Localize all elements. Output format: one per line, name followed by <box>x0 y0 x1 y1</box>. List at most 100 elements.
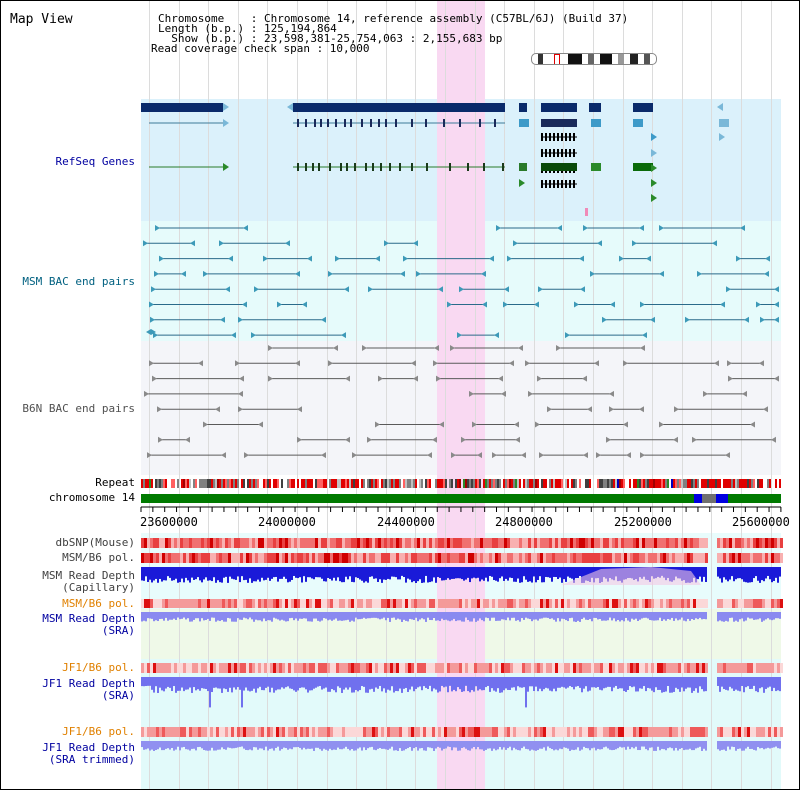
depth-bar <box>499 612 501 621</box>
heat-cell <box>537 599 540 608</box>
depth-bar <box>327 612 329 621</box>
depth-bar <box>325 677 327 688</box>
heat-cell <box>216 538 219 548</box>
repeat-element <box>615 479 617 488</box>
depth-bar <box>749 612 751 619</box>
depth-bar <box>183 567 185 583</box>
repeat-element <box>611 479 613 488</box>
heat-cell <box>186 599 189 608</box>
heat-cell <box>591 553 594 563</box>
depth-bar <box>527 567 529 582</box>
depth-bar <box>595 741 597 751</box>
depth-bar <box>399 677 401 689</box>
bac-end-arrow <box>736 255 741 262</box>
heat-cell <box>477 727 480 737</box>
repeat-element <box>609 479 611 488</box>
heat-cell <box>531 538 534 548</box>
heat-cell <box>216 553 219 563</box>
heat-cell <box>408 538 411 548</box>
depth-bar <box>219 677 221 689</box>
repeat-element <box>741 479 743 488</box>
depth-bar <box>397 612 399 619</box>
depth-bar <box>217 612 219 621</box>
depth-bar <box>225 567 227 577</box>
heat-cell <box>483 553 486 563</box>
depth-bar <box>733 567 735 582</box>
exon <box>385 119 387 127</box>
heat-cell <box>768 553 771 563</box>
depth-bar <box>579 741 581 751</box>
heat-cell <box>663 727 666 737</box>
heat-cell <box>189 727 192 737</box>
depth-bar <box>527 741 529 750</box>
depth-bar <box>315 567 317 578</box>
depth-bar <box>765 677 767 689</box>
heat-cell <box>603 663 606 673</box>
depth-bar <box>725 567 727 580</box>
depth-bar <box>573 612 575 622</box>
depth-bar <box>727 612 729 622</box>
depth-bar <box>673 612 675 621</box>
heat-cell <box>144 727 147 737</box>
depth-bar <box>465 741 467 749</box>
repeat-element <box>705 479 707 488</box>
depth-bar <box>483 677 485 691</box>
heat-cell <box>351 599 354 608</box>
depth-bar <box>567 612 569 622</box>
exon <box>569 133 571 141</box>
heat-cell <box>450 663 453 673</box>
depth-bar <box>253 567 255 582</box>
depth-bar <box>579 612 581 622</box>
heat-cell <box>198 663 201 673</box>
heat-cell <box>684 538 687 548</box>
axis-tick-label: 25600000 <box>732 515 790 529</box>
depth-bar <box>307 741 309 749</box>
depth-bar <box>321 741 323 751</box>
depth-bar <box>143 677 145 687</box>
repeat-element <box>601 479 603 488</box>
heat-cell <box>393 599 396 608</box>
depth-bar <box>579 567 581 577</box>
depth-bar <box>331 677 333 690</box>
depth-bar <box>641 677 643 689</box>
depth-bar <box>431 612 433 621</box>
bac-end-arrow <box>771 436 776 443</box>
heat-cell <box>510 553 513 563</box>
depth-bar <box>157 677 159 693</box>
bac-end-arrow <box>302 301 307 308</box>
depth-bar <box>403 612 405 620</box>
heat-cell <box>228 727 231 737</box>
heat-cell <box>603 599 606 608</box>
depth-bar <box>155 677 157 687</box>
heat-cell <box>699 538 702 548</box>
heat-cell <box>639 727 642 737</box>
heat-cell <box>156 538 159 548</box>
bac-end-arrow <box>439 421 444 428</box>
depth-bar <box>285 741 287 749</box>
heat-cell <box>636 727 639 737</box>
repeat-element <box>475 479 477 488</box>
repeat-element <box>385 479 387 488</box>
repeat-element <box>421 479 423 488</box>
heat-cell <box>687 599 690 608</box>
bac-end-arrow <box>438 286 443 293</box>
bac-end-arrow <box>489 255 494 262</box>
depth-bar <box>173 567 175 581</box>
bac-end-arrow <box>518 345 523 351</box>
heat-cell <box>606 599 609 608</box>
heat-cell <box>429 538 432 548</box>
depth-bar <box>419 741 421 749</box>
depth-bar <box>229 677 231 688</box>
depth-bar <box>207 741 209 751</box>
depth-bar <box>235 612 237 622</box>
depth-bar <box>597 612 599 620</box>
chromosome-ideogram[interactable] <box>531 53 657 65</box>
heat-cell <box>525 599 528 608</box>
depth-bar <box>631 741 633 748</box>
depth-bar <box>553 612 555 620</box>
heat-cell <box>147 553 150 563</box>
heat-cell <box>435 599 438 608</box>
depth-bar <box>555 612 557 622</box>
repeat-element <box>527 479 529 488</box>
